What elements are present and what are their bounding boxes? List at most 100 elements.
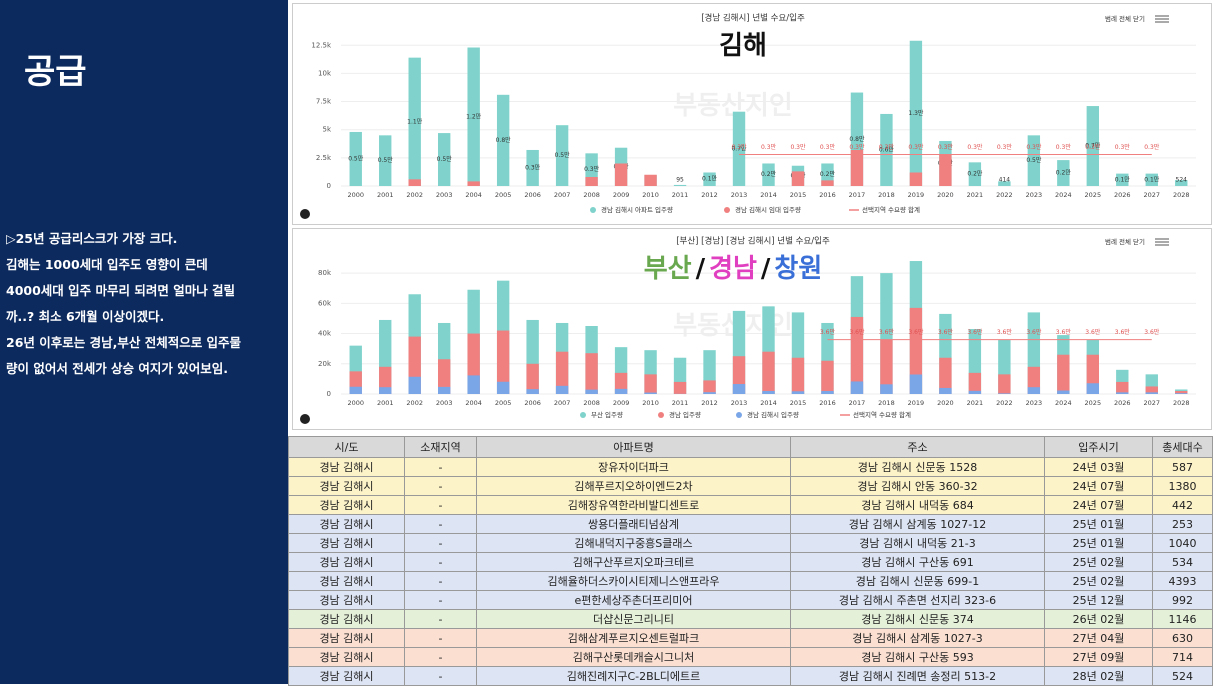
bar [939,154,951,186]
x-tick-label: 2016 [819,191,836,199]
data-label: 0.3만 [967,143,983,151]
header-cell: 총세대수 [1153,437,1213,458]
table-cell: 김해율하더스카이시티제니스앤프라우 [477,572,791,591]
x-tick-label: 2022 [996,399,1013,407]
data-label: 0.3만 [938,143,954,151]
bar [998,374,1010,394]
x-tick-label: 2024 [1055,399,1072,407]
x-tick-label: 2018 [878,399,895,407]
table-cell: 630 [1153,629,1213,648]
table-cell: 경남 김해시 신문동 374 [791,610,1045,629]
header-cell: 아파트명 [477,437,791,458]
bar [1146,392,1158,394]
x-tick-label: 2015 [790,399,807,407]
table-cell: 24년 07월 [1045,477,1153,496]
table-cell: 25년 01월 [1045,515,1153,534]
logo [300,209,310,219]
data-label: 3.6만 [1085,328,1101,336]
x-tick-label: 2009 [613,399,630,407]
table-cell: - [405,572,477,591]
x-tick-label: 2011 [672,191,689,199]
overlay-text: 김해 [719,31,767,61]
table-cell: 25년 12월 [1045,591,1153,610]
bar [1116,382,1128,394]
data-label: 3.6만 [908,328,924,336]
data-label: 0.5만 [348,154,364,162]
x-tick-label: 2020 [937,399,954,407]
data-label: 0.3만 [1144,143,1160,151]
x-tick-label: 2006 [524,191,541,199]
table-cell: 경남 김해시 [289,477,405,496]
x-tick-label: 2017 [849,191,866,199]
y-tick-label: 7.5k [316,98,332,106]
table-cell: 경남 김해시 [289,629,405,648]
table-cell: 더샵신문그리니티 [477,610,791,629]
bar [821,361,833,394]
table-cell: - [405,477,477,496]
overlay-part: / [761,254,771,284]
note-line: 4000세대 입주 마무리 되려면 얼마나 걸릴 [6,278,241,304]
y-tick-label: 20k [318,360,332,368]
data-label: 1.2만 [466,112,482,120]
x-tick-label: 2000 [347,191,364,199]
table-cell: 경남 김해시 삼계동 1027-12 [791,515,1045,534]
table-cell: - [405,458,477,477]
bar [703,380,715,394]
table-cell: 김해내덕지구중흥S클래스 [477,534,791,553]
table-cell: 25년 01월 [1045,534,1153,553]
bar [467,375,479,394]
header-cell: 시/도 [289,437,405,458]
data-label: 0.3만 [879,143,895,151]
table-cell: 김해삼계푸르지오센트럴파크 [477,629,791,648]
bar [851,150,863,186]
data-label: 3.6만 [1056,328,1072,336]
data-label: 414 [999,177,1011,184]
data-label: 3.6만 [1115,328,1131,336]
bar [409,179,421,186]
overlay-part: 부산 [644,254,692,284]
x-tick-label: 2014 [760,191,777,199]
table-cell: - [405,629,477,648]
bar [733,384,745,394]
data-label: 0.3만 [525,163,541,171]
bar [615,163,627,186]
bar [1175,393,1187,394]
x-tick-label: 2008 [583,191,600,199]
data-label: 3.6만 [820,328,836,336]
x-tick-label: 2010 [642,399,659,407]
note-line: 까..? 최소 6개월 이상이겠다. [6,304,241,330]
bar [615,389,627,394]
table-cell: 1380 [1153,477,1213,496]
legend-marker [724,207,730,213]
bar [1057,355,1069,394]
legend-label: 선택지역 수요량 합계 [862,205,920,214]
bar [703,392,715,394]
data-label: 0.3만 [1056,143,1072,151]
x-tick-label: 2025 [1085,191,1102,199]
data-label: 0.5만 [378,156,394,164]
bar [644,393,656,394]
data-label: 0.3만 [761,143,777,151]
table-cell: 김해구산롯데캐슬시그니처 [477,648,791,667]
data-label: 0.3만 [790,143,806,151]
table-cell: 경남 김해시 [289,648,405,667]
bar [409,377,421,394]
data-label: 0.3만 [997,143,1013,151]
overlay-part: / [696,254,706,284]
bar [556,386,568,394]
data-label: 0.2만 [1056,169,1072,177]
table-cell: 442 [1153,496,1213,515]
table-cell: 24년 03월 [1045,458,1153,477]
table-cell: - [405,515,477,534]
bar [792,391,804,394]
data-label: 0.8만 [496,136,512,144]
table-cell: 경남 김해시 신문동 1528 [791,458,1045,477]
x-tick-label: 2022 [996,191,1013,199]
